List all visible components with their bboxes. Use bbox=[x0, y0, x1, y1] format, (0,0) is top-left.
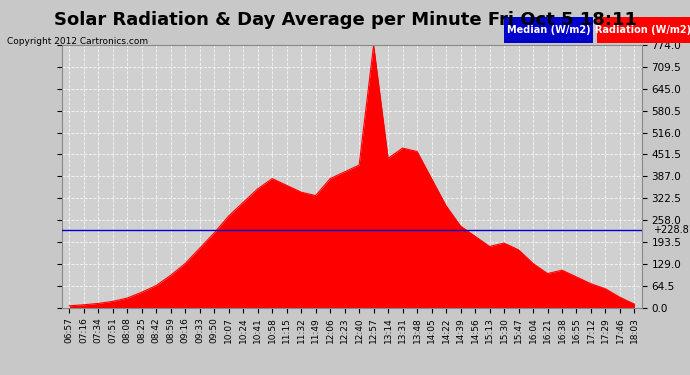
FancyBboxPatch shape bbox=[597, 17, 690, 43]
Text: +228.81: +228.81 bbox=[653, 225, 690, 235]
Text: Copyright 2012 Cartronics.com: Copyright 2012 Cartronics.com bbox=[7, 38, 148, 46]
Text: Radiation (W/m2): Radiation (W/m2) bbox=[595, 25, 690, 35]
Text: Solar Radiation & Day Average per Minute Fri Oct 5 18:11: Solar Radiation & Day Average per Minute… bbox=[54, 11, 636, 29]
Text: Median (W/m2): Median (W/m2) bbox=[506, 25, 590, 35]
FancyBboxPatch shape bbox=[504, 17, 593, 43]
